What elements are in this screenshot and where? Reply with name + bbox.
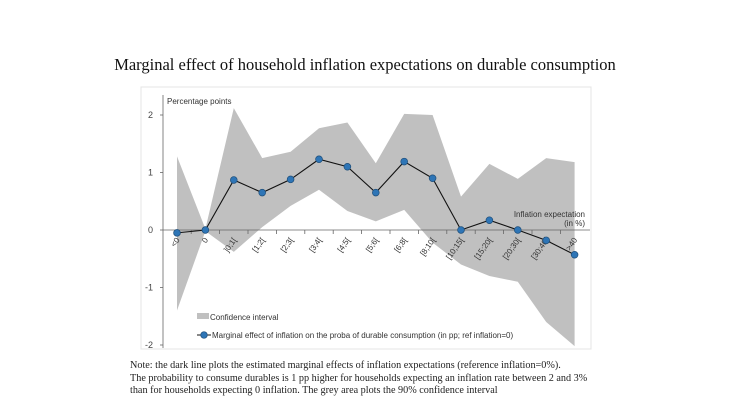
- data-point: [201, 226, 210, 234]
- y-tick-label: -2: [145, 340, 153, 350]
- data-point: [315, 155, 323, 164]
- legend-swatch-marker: [200, 331, 208, 339]
- data-point: [173, 229, 181, 237]
- x-tick-label: [6;8[: [393, 235, 410, 254]
- note-line: The probability to consume durables is 1…: [130, 372, 588, 384]
- legend: Confidence interval Marginal effect of i…: [197, 313, 513, 340]
- y-tick-label: -1: [145, 283, 153, 293]
- legend-label-line: Marginal effect of inflation on the prob…: [212, 331, 513, 340]
- x-axis-label: Inflation expectation: [514, 210, 585, 219]
- data-point: [485, 216, 494, 224]
- data-point: [514, 226, 522, 234]
- x-axis-unit: (in %): [564, 219, 585, 228]
- x-tick-label: 0: [200, 236, 210, 245]
- data-point: [428, 174, 437, 183]
- x-tick-label: [1;2[: [251, 235, 268, 254]
- legend-label-confidence: Confidence interval: [210, 313, 279, 322]
- y-tick-label: 2: [148, 110, 153, 120]
- data-point: [286, 175, 295, 184]
- y-tick-label: 0: [148, 225, 153, 235]
- data-point: [457, 226, 465, 234]
- y-tick-label: 1: [148, 168, 153, 178]
- chart-note: Note: the dark line plots the estimated …: [130, 360, 587, 398]
- note-line: than for households expecting 0 inflatio…: [130, 385, 498, 396]
- y-axis-label: Percentage points: [167, 97, 232, 106]
- chart-title: Marginal effect of household inflation e…: [114, 55, 616, 74]
- x-tick-label: [5;6[: [364, 235, 381, 254]
- data-point: [570, 250, 579, 259]
- data-point: [230, 176, 238, 184]
- x-tick-label: [3;4[: [307, 235, 324, 254]
- note-line: Note: the dark line plots the estimated …: [130, 360, 561, 371]
- chart-frame: [140, 86, 592, 350]
- x-tick-label: [2;3[: [279, 235, 296, 254]
- confidence-band: [177, 108, 575, 347]
- data-point: [542, 236, 550, 245]
- x-tick-label: [4;5[: [336, 235, 353, 254]
- data-point: [343, 163, 352, 171]
- data-point: [400, 157, 408, 166]
- data-point: [372, 188, 380, 197]
- legend-swatch-confidence: [197, 313, 209, 319]
- data-point: [258, 188, 266, 197]
